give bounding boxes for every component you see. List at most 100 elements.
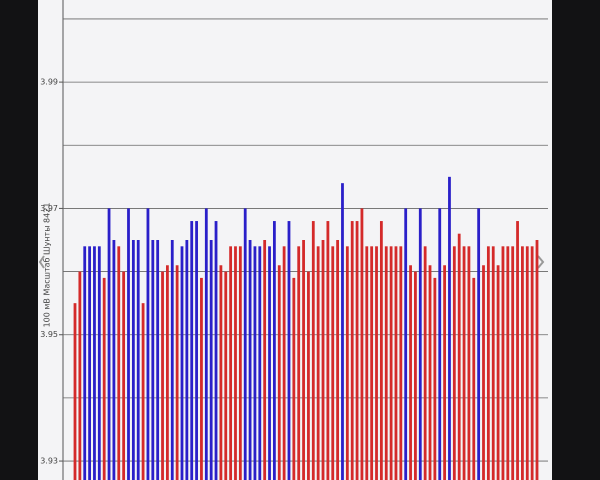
bar xyxy=(452,246,456,480)
y-tick-label: 3.99 xyxy=(40,78,58,87)
bar xyxy=(161,271,164,480)
bar xyxy=(433,277,437,480)
bar xyxy=(414,271,417,480)
bar xyxy=(107,208,111,480)
bar xyxy=(477,208,481,480)
bar xyxy=(93,246,96,480)
bar xyxy=(78,271,82,480)
bar xyxy=(423,246,427,480)
bar xyxy=(521,246,524,480)
bar xyxy=(399,246,403,480)
bar xyxy=(326,221,330,480)
bar xyxy=(486,246,490,480)
bar xyxy=(175,265,179,480)
bar xyxy=(185,240,189,480)
bar xyxy=(102,277,106,480)
bar xyxy=(195,221,198,480)
bar xyxy=(496,265,500,480)
bar xyxy=(316,246,320,480)
bar xyxy=(190,221,194,480)
bar xyxy=(472,277,476,480)
bar xyxy=(457,233,461,480)
bar xyxy=(389,246,393,480)
y-axis-label: 100 мВ Масштаб Шунты 8421 xyxy=(43,203,52,328)
bar xyxy=(311,221,315,480)
bar xyxy=(360,208,364,480)
bar xyxy=(131,240,135,480)
bar xyxy=(204,208,208,480)
bar xyxy=(224,271,228,480)
bar xyxy=(258,246,262,480)
bar xyxy=(404,208,408,480)
bar xyxy=(200,277,203,480)
bar xyxy=(248,240,252,480)
bar xyxy=(282,246,286,480)
bar xyxy=(491,246,495,480)
bar xyxy=(438,208,442,480)
y-tick-label: 3.93 xyxy=(40,457,58,466)
bar xyxy=(180,246,184,480)
bar xyxy=(355,221,359,480)
y-tick-label: 3.95 xyxy=(40,330,58,339)
bar xyxy=(243,208,247,480)
bar xyxy=(83,246,87,480)
prev-arrow[interactable] xyxy=(38,255,45,269)
bar xyxy=(345,246,349,480)
bar xyxy=(88,246,91,480)
bar xyxy=(268,246,271,480)
next-arrow[interactable] xyxy=(537,255,545,269)
bar xyxy=(122,271,126,480)
bar xyxy=(97,246,101,480)
bar xyxy=(525,246,529,480)
bar xyxy=(302,240,305,480)
bar xyxy=(511,246,515,480)
bar xyxy=(350,221,354,480)
bar xyxy=(214,221,218,480)
bar xyxy=(375,246,378,480)
bar xyxy=(219,265,223,480)
bar xyxy=(394,246,398,480)
bar xyxy=(365,246,369,480)
bar xyxy=(428,265,432,480)
bar xyxy=(170,240,174,480)
bar xyxy=(418,208,422,480)
bar xyxy=(127,208,130,480)
bar xyxy=(535,240,539,480)
bar xyxy=(297,246,301,480)
bar xyxy=(112,240,116,480)
bar xyxy=(136,240,140,480)
bar xyxy=(448,176,451,480)
bar xyxy=(272,221,276,480)
bar xyxy=(117,246,121,480)
bar xyxy=(229,246,233,480)
bar xyxy=(516,221,519,480)
bar xyxy=(234,246,237,480)
bar xyxy=(263,240,267,480)
bar xyxy=(530,246,534,480)
bar xyxy=(141,303,145,480)
bar xyxy=(443,265,446,480)
bar xyxy=(409,265,412,480)
bar xyxy=(379,221,383,480)
bar xyxy=(370,246,374,480)
bar xyxy=(287,221,291,480)
bar xyxy=(506,246,510,480)
bar xyxy=(341,183,344,480)
bar xyxy=(73,303,77,480)
bar xyxy=(482,265,485,480)
bar xyxy=(253,246,257,480)
bar xyxy=(156,240,160,480)
bar xyxy=(307,271,310,480)
bar xyxy=(146,208,150,480)
bar xyxy=(321,240,325,480)
bar xyxy=(467,246,471,480)
bar xyxy=(336,240,340,480)
bar xyxy=(462,246,466,480)
y-tick-label: 3.97 xyxy=(40,204,58,213)
bar xyxy=(277,265,281,480)
bar xyxy=(384,246,388,480)
bar xyxy=(238,246,242,480)
bar xyxy=(501,246,505,480)
